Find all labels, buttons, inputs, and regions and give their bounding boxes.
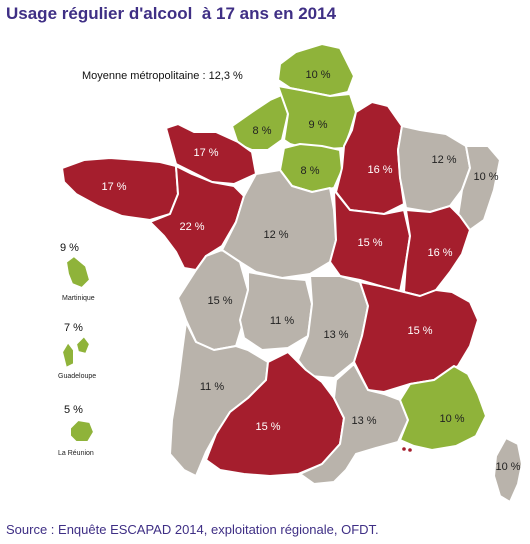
- region-lorraine[interactable]: [397, 125, 471, 213]
- region-auvergne[interactable]: [297, 275, 369, 379]
- label-auvergne: 13 %: [323, 329, 348, 341]
- label-poitou-charentes: 15 %: [207, 295, 232, 307]
- region-alsace[interactable]: [457, 145, 501, 231]
- label-languedoc-roussillon: 13 %: [351, 415, 376, 427]
- label-champagne-ardenne: 16 %: [367, 164, 392, 176]
- region-nord-pas-de-calais[interactable]: [277, 43, 355, 97]
- map-title: Usage régulier d'alcool à 17 ans en 2014: [6, 4, 337, 23]
- label-rhone-alpes: 15 %: [407, 325, 432, 337]
- region-haute-normandie[interactable]: [231, 93, 289, 151]
- overseas-guadeloupe[interactable]: [61, 335, 91, 369]
- region-picardie[interactable]: [277, 85, 357, 151]
- value-martinique: 9 %: [60, 242, 79, 254]
- region-franche-comte[interactable]: [403, 205, 471, 297]
- city-marker: [402, 447, 406, 451]
- region-rhone-alpes[interactable]: [353, 281, 479, 393]
- name-martinique: Martinique: [62, 295, 95, 302]
- label-limousin: 11 %: [270, 315, 294, 327]
- overseas-martinique[interactable]: [65, 255, 91, 289]
- label-nord-pas-de-calais: 10 %: [305, 69, 330, 81]
- label-ile-de-france: 8 %: [301, 165, 320, 177]
- label-picardie: 9 %: [309, 119, 328, 131]
- label-bretagne: 17 %: [101, 181, 126, 193]
- name-reunion: La Réunion: [58, 450, 94, 457]
- label-haute-normandie: 8 %: [253, 125, 272, 137]
- source-note: Source : Enquête ESCAPAD 2014, exploitat…: [6, 522, 379, 537]
- name-guadeloupe: Guadeloupe: [58, 373, 97, 380]
- label-aquitaine: 11 %: [200, 381, 224, 393]
- label-bourgogne: 15 %: [357, 237, 382, 249]
- label-alsace: 10 %: [473, 171, 498, 183]
- value-guadeloupe: 7 %: [64, 322, 83, 334]
- region-basse-normandie[interactable]: [165, 123, 257, 185]
- label-basse-normandie: 17 %: [193, 147, 218, 159]
- label-centre: 12 %: [263, 229, 288, 241]
- overseas-reunion[interactable]: [69, 419, 95, 443]
- city-marker: [408, 448, 412, 452]
- region-champagne-ardenne[interactable]: [335, 101, 405, 215]
- region-languedoc-roussillon[interactable]: [299, 363, 409, 485]
- region-paca[interactable]: [399, 365, 487, 451]
- average-label: Moyenne métropolitaine : 12,3 %: [82, 70, 243, 82]
- label-midi-pyrenees: 15 %: [255, 421, 280, 433]
- region-centre[interactable]: [221, 169, 337, 279]
- region-corse[interactable]: [493, 437, 523, 503]
- region-limousin[interactable]: [239, 271, 313, 351]
- label-paca: 10 %: [439, 413, 464, 425]
- region-midi-pyrenees[interactable]: [205, 351, 345, 477]
- label-corse: 10 %: [495, 461, 520, 473]
- label-pays-de-la-loire: 22 %: [179, 221, 204, 233]
- value-reunion: 5 %: [64, 404, 83, 416]
- label-franche-comte: 16 %: [427, 247, 452, 259]
- label-lorraine: 12 %: [431, 154, 456, 166]
